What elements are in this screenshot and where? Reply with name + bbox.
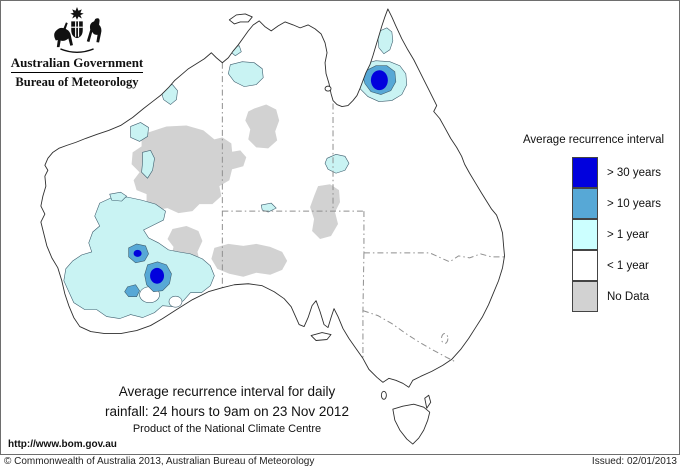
coat-of-arms-icon (54, 6, 102, 54)
map-caption: Average recurrence interval for daily ra… (67, 384, 387, 436)
legend-item: > 1 year (572, 218, 680, 250)
wreath-icon (60, 48, 94, 54)
footer-bar: © Commonwealth of Australia 2013, Austra… (0, 455, 680, 467)
legend-label: > 10 years (607, 197, 662, 210)
rain-region-gt30yr (150, 267, 165, 284)
legend-item: > 10 years (572, 187, 680, 219)
bom-url: http://www.bom.gov.au (8, 439, 117, 450)
rain-region-gt1yr (109, 191, 128, 202)
legend-swatch (572, 249, 598, 281)
rain-region-lt1yr (168, 295, 183, 308)
legend-item: < 1 year (572, 249, 680, 281)
rain-region-gt1yr (130, 122, 149, 142)
rain-region-gt30yr (133, 249, 142, 257)
mornington-island (324, 85, 332, 92)
state-border-act (441, 333, 449, 344)
rain-regions-gt30yr (133, 70, 388, 284)
government-header: Australian Government Bureau of Meteorol… (7, 6, 147, 89)
king-island (380, 390, 387, 400)
flinders-island (424, 394, 432, 409)
legend-swatch (572, 280, 598, 312)
no-data-region (211, 243, 288, 277)
legend-title: Average recurrence interval (522, 134, 665, 146)
legend-item: > 30 years (572, 157, 680, 188)
legend-label: > 1 year (607, 228, 649, 241)
legend-label: No Data (607, 290, 650, 303)
star-icon (70, 6, 84, 20)
legend-label: > 30 years (607, 166, 662, 179)
header-divider (11, 72, 143, 73)
legend-swatch (572, 187, 598, 219)
no-data-region (131, 125, 233, 214)
caption-line-1: Average recurrence interval for daily (118, 384, 336, 399)
copyright-text: © Commonwealth of Australia 2013, Austra… (4, 456, 315, 467)
tasmania-coastline (392, 403, 431, 445)
legend-swatch (572, 157, 598, 188)
bureau-title: Bureau of Meteorology (15, 75, 139, 89)
legend-label: < 1 year (607, 259, 649, 272)
rain-region-gt10yr (124, 284, 140, 297)
rain-region-gt1yr (228, 61, 264, 87)
rain-region-gt1yr (260, 202, 277, 213)
caption-line-2: rainfall: 24 hours to 9am on 23 Nov 2012 (105, 404, 349, 419)
emu-icon (86, 18, 102, 43)
shield-icon (71, 21, 83, 39)
map-frame: Australian Government Bureau of Meteorol… (0, 0, 680, 455)
australia-map (40, 8, 505, 445)
legend-item: No Data (572, 280, 680, 312)
kangaroo-island (310, 332, 332, 341)
state-border-qld-nsw (363, 252, 505, 263)
rain-region-gt30yr (370, 70, 388, 91)
no-data-region (225, 150, 247, 170)
rain-region-gt1yr (141, 149, 155, 179)
rain-regions-lt1yr (139, 286, 183, 308)
legend-swatch (572, 218, 598, 250)
legend-scale: > 30 years > 10 years > 1 year < 1 year No D… (572, 157, 680, 312)
no-data-region (245, 104, 280, 149)
legend: Average recurrence interval > 30 years > … (506, 134, 680, 312)
kangaroo-icon (54, 22, 73, 48)
state-borders (221, 62, 505, 362)
government-title: Australian Government (10, 55, 144, 70)
state-border-nsw-vic (362, 310, 455, 362)
caption-line-3: Product of the National Climate Centre (132, 423, 322, 435)
no-data-regions (131, 104, 340, 277)
melville-island (228, 13, 253, 25)
coastlines (40, 8, 505, 445)
mainland-coastline (40, 8, 505, 388)
rain-region-gt1yr (377, 27, 394, 55)
rain-region-gt1yr (324, 154, 350, 174)
issued-date: Issued: 02/01/2013 (591, 456, 677, 467)
